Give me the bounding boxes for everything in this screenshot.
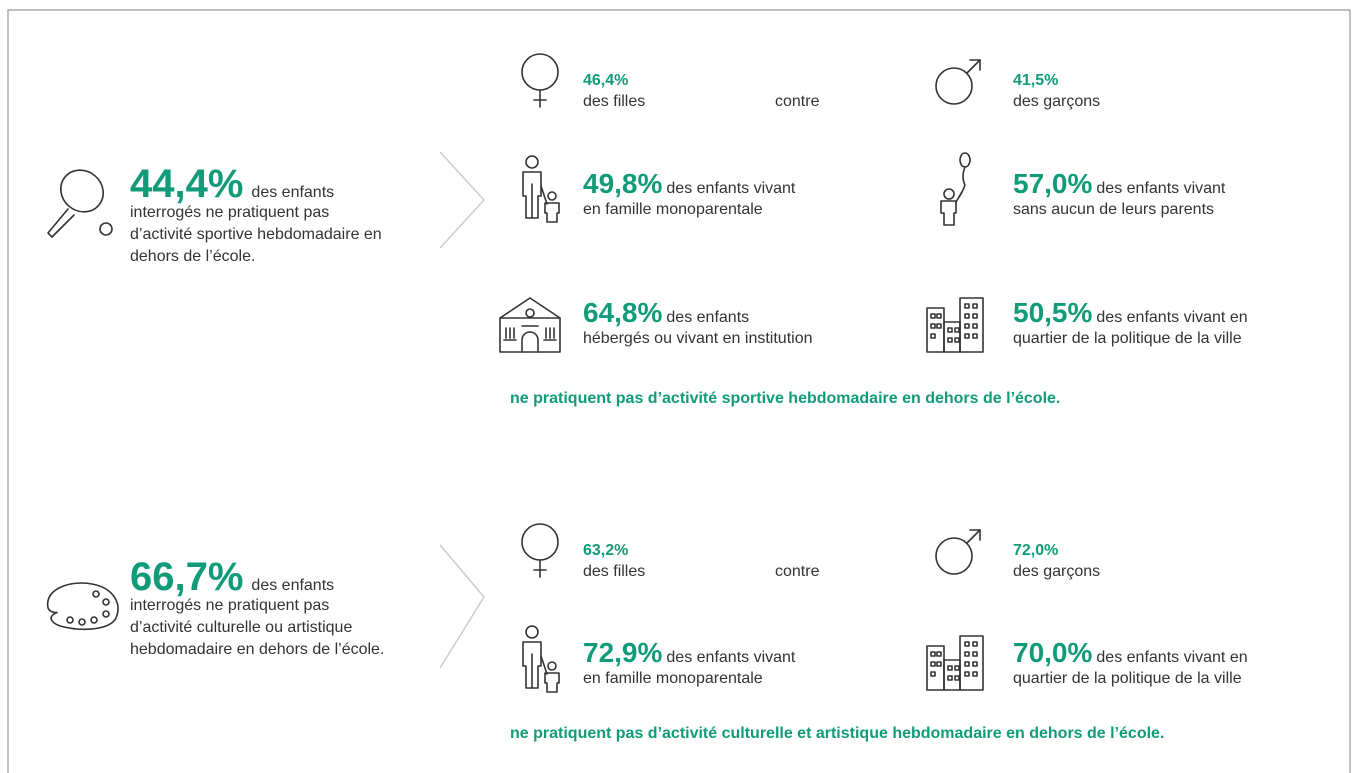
item-value: 57,0% xyxy=(1013,168,1092,199)
headline-line: dehors de l’école. xyxy=(130,248,255,265)
item-value: 49,8% xyxy=(583,168,662,199)
item: 57,0% des enfants vivant xyxy=(1013,168,1226,199)
item-value: 63,2% xyxy=(583,542,628,559)
icon xyxy=(926,635,984,691)
icon xyxy=(935,529,981,575)
headline-value: 66,7% xyxy=(130,555,243,599)
item-text: des garçons xyxy=(1013,93,1100,110)
icon xyxy=(940,152,971,226)
icon xyxy=(935,59,981,105)
item-text: en famille monoparentale xyxy=(583,201,763,218)
item-value: 64,8% xyxy=(583,297,662,328)
item-text: des enfants vivant xyxy=(1096,180,1226,197)
item-text: en famille monoparentale xyxy=(583,670,763,687)
item-text: des filles xyxy=(583,563,645,580)
item-value: 46,4% xyxy=(583,72,628,89)
item-text: des enfants xyxy=(666,309,749,326)
item-value: 72,9% xyxy=(583,637,662,668)
headline-line: interrogés ne pratiquent pas xyxy=(130,597,329,614)
headline-text: des enfants xyxy=(251,184,334,201)
headline-line: d’activité sportive hebdomadaire en xyxy=(130,226,382,243)
item-text: sans aucun de leurs parents xyxy=(1013,201,1214,218)
footer: ne pratiquent pas d’activité sportive he… xyxy=(510,390,1060,407)
item: 64,8% des enfants xyxy=(583,297,749,328)
headline-line: d’activité culturelle ou artistique xyxy=(130,619,352,636)
item-value: 70,0% xyxy=(1013,637,1092,668)
headline: 44,4% des enfants xyxy=(130,162,334,206)
icon xyxy=(522,625,560,693)
icon xyxy=(926,297,984,353)
item-text: des enfants vivant en xyxy=(1096,649,1247,666)
frame xyxy=(7,9,1351,773)
icon xyxy=(499,297,561,353)
item: 72,9% des enfants vivant xyxy=(583,637,796,668)
headline-value: 44,4% xyxy=(130,162,243,206)
headline-line: interrogés ne pratiquent pas xyxy=(130,204,329,221)
icon xyxy=(521,53,559,108)
icon xyxy=(522,155,560,223)
headline-line: hebdomadaire en dehors de l’école. xyxy=(130,641,384,658)
item-value: 41,5% xyxy=(1013,72,1058,89)
icon xyxy=(47,160,113,238)
item: 49,8% des enfants vivant xyxy=(583,168,796,199)
item-text: des filles xyxy=(583,93,645,110)
item-text: des garçons xyxy=(1013,563,1100,580)
item: 50,5% des enfants vivant en xyxy=(1013,297,1248,328)
icon xyxy=(46,582,119,631)
headline-text: des enfants xyxy=(251,577,334,594)
footer: ne pratiquent pas d’activité culturelle … xyxy=(510,725,1164,742)
item-text: des enfants vivant xyxy=(666,649,796,666)
headline: 66,7% des enfants xyxy=(130,555,334,599)
item-text: hébergés ou vivant en institution xyxy=(583,330,812,347)
connector: contre xyxy=(775,93,820,110)
icon xyxy=(521,523,559,578)
item-text: quartier de la politique de la ville xyxy=(1013,670,1242,687)
item-text: des enfants vivant xyxy=(666,180,796,197)
chevron xyxy=(439,151,486,249)
item: 70,0% des enfants vivant en xyxy=(1013,637,1248,668)
item-text: des enfants vivant en xyxy=(1096,309,1247,326)
connector: contre xyxy=(775,563,820,580)
item-text: quartier de la politique de la ville xyxy=(1013,330,1242,347)
chevron xyxy=(439,544,485,669)
item-value: 72,0% xyxy=(1013,542,1058,559)
item-value: 50,5% xyxy=(1013,297,1092,328)
